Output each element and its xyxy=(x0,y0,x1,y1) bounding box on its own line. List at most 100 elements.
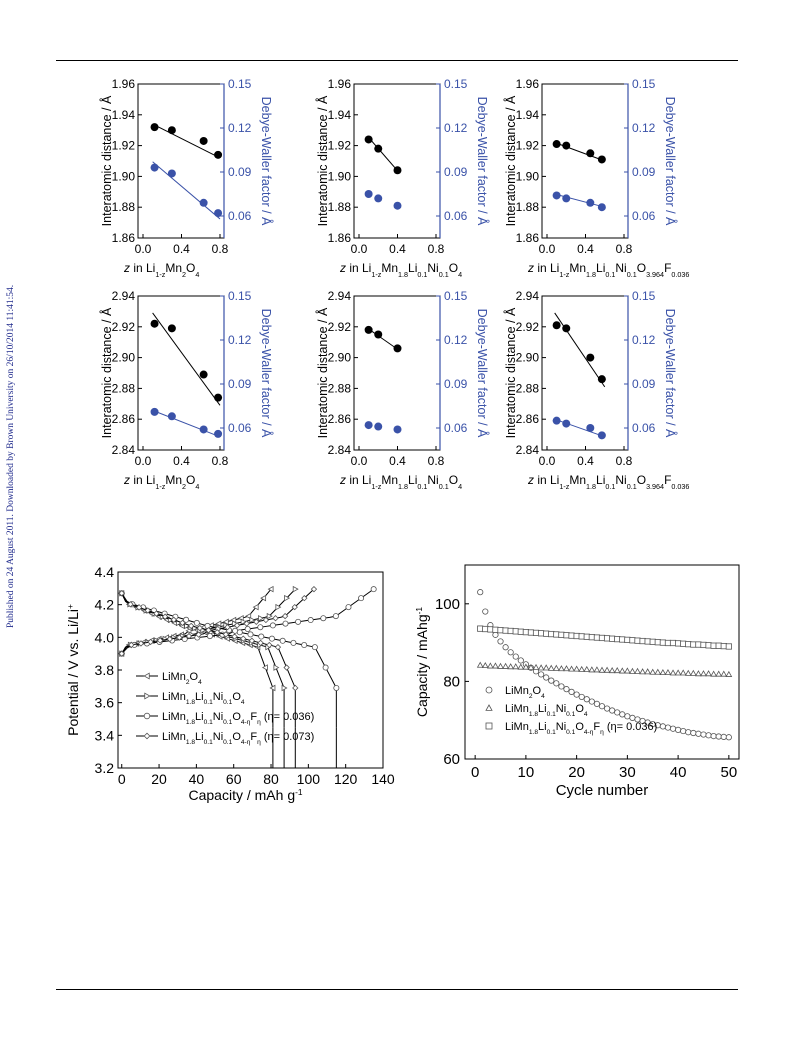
discharge-curve xyxy=(121,593,285,728)
data-point xyxy=(552,140,561,149)
marker xyxy=(345,604,352,611)
y2-tick-label: 0.12 xyxy=(228,121,252,135)
y-tick-label: 1.88 xyxy=(516,200,540,214)
chart-bottom-left: 2.84 2.86 2.88 2.90 2.92 2.94 0.06 0.09 0.12 0.15… xyxy=(99,289,274,491)
data-point xyxy=(374,194,383,203)
marker xyxy=(274,643,282,651)
plot-frame xyxy=(541,295,629,451)
legend-label: LiMn1.8Li0.1Ni0.1O4 xyxy=(162,691,245,706)
marker xyxy=(563,686,570,693)
chart-top-left: 1.86 1.88 1.90 1.92 1.94 1.96 0.06 0.09 0.12 0.15… xyxy=(99,77,274,279)
marker xyxy=(147,638,154,646)
x-tick-label: 0.4 xyxy=(389,242,406,256)
marker xyxy=(720,642,727,650)
x-axis-title: z in Li1-zMn2O4 xyxy=(123,473,199,491)
y-tick-label: 2.88 xyxy=(328,381,352,395)
data-point xyxy=(586,198,595,207)
y2-axis-title: Debye-Waller factor / Å xyxy=(259,97,274,226)
marker xyxy=(588,698,595,705)
marker xyxy=(249,616,256,624)
marker xyxy=(127,601,134,608)
data-point xyxy=(364,190,373,198)
data-point xyxy=(167,324,176,333)
data-point xyxy=(364,135,373,144)
y-axis-title: Interatomic distance / Å xyxy=(315,307,330,438)
marker xyxy=(639,637,646,645)
marker xyxy=(502,662,509,669)
x-tick-label: 0.4 xyxy=(173,454,190,468)
chart-bottom-middle: 2.84 2.86 2.88 2.90 2.92 2.94 0.06 0.09 0.12 0.15… xyxy=(315,289,490,491)
series-3: LiMn1.8Li0.1Ni0.1O4-ηFη (η= 0.073) xyxy=(118,585,318,768)
marker xyxy=(583,633,590,640)
marker xyxy=(624,713,631,720)
marker xyxy=(253,618,260,625)
marker xyxy=(206,633,213,640)
marker xyxy=(603,666,611,673)
marker xyxy=(568,688,575,695)
marker xyxy=(222,618,229,626)
marker xyxy=(260,594,267,602)
data-point xyxy=(214,150,223,159)
marker xyxy=(578,633,585,640)
data-point xyxy=(214,429,223,438)
x-tick-label: 0 xyxy=(118,771,126,787)
marker xyxy=(685,729,692,736)
marker xyxy=(196,624,203,632)
y2-axis-title: Debye-Waller factor / Å xyxy=(259,309,274,438)
y-tick-label: 2.92 xyxy=(516,320,540,334)
marker xyxy=(157,637,164,644)
x-axis-title: z in Li1-zMn1.8Li0.1Ni0.1O4 xyxy=(339,261,462,279)
marker xyxy=(370,586,377,593)
x-tick-label: 0.8 xyxy=(212,242,229,256)
marker xyxy=(543,674,550,681)
y2-tick-label: 0.12 xyxy=(444,333,468,347)
marker xyxy=(695,730,702,737)
marker xyxy=(512,628,519,635)
download-notice: Published on 24 August 2011. Downloaded … xyxy=(6,285,16,628)
fit-line xyxy=(554,312,606,388)
marker xyxy=(614,709,621,716)
data-point xyxy=(199,136,208,145)
marker xyxy=(573,665,581,672)
x-tick-label: 50 xyxy=(721,764,738,781)
marker xyxy=(583,665,591,672)
y-tick-label: 1.90 xyxy=(328,169,352,183)
y-tick-label: 1.92 xyxy=(112,139,136,153)
x-tick-label: 0.8 xyxy=(616,242,633,256)
x-axis-title: z in Li1-zMn1.8Li0.1Ni0.1O4 xyxy=(339,473,462,491)
y-axis-title: Interatomic distance / Å xyxy=(315,95,330,226)
marker xyxy=(517,657,524,664)
data-point xyxy=(552,321,561,330)
marker xyxy=(609,707,616,714)
download-notice-text: Published on 24 August 2011. Downloaded … xyxy=(6,285,16,628)
y-axis-title: Interatomic distance / Å xyxy=(503,95,518,226)
data-point xyxy=(199,425,208,434)
data-point xyxy=(597,431,606,440)
data-point xyxy=(214,209,223,218)
y2-axis-title: Debye-Waller factor / Å xyxy=(663,309,678,438)
data-point xyxy=(150,123,159,132)
marker xyxy=(358,595,365,602)
marker xyxy=(118,590,125,597)
x-tick-label: 0.4 xyxy=(389,454,406,468)
x-tick-label: 80 xyxy=(263,771,279,787)
marker xyxy=(512,653,519,660)
marker xyxy=(258,633,265,640)
data-point xyxy=(597,375,606,384)
plot-frame xyxy=(464,564,740,760)
legend-label: LiMn2O4 xyxy=(162,671,202,686)
chart-bottom-right: 2.84 2.86 2.88 2.90 2.92 2.94 0.06 0.09 0.12 0.15… xyxy=(503,289,689,491)
legend-label: LiMn1.8Li0.1Ni0.1O4-ηFη (η= 0.036) xyxy=(505,721,657,736)
x-tick-label: 40 xyxy=(189,771,205,787)
marker xyxy=(497,627,504,634)
marker xyxy=(685,641,692,648)
fit-line xyxy=(152,409,221,438)
marker xyxy=(614,636,621,643)
marker xyxy=(593,666,601,673)
marker xyxy=(553,631,560,638)
marker xyxy=(659,639,666,646)
marker xyxy=(684,669,692,676)
marker xyxy=(624,636,631,643)
marker xyxy=(492,626,499,633)
plot-frame xyxy=(353,83,441,239)
